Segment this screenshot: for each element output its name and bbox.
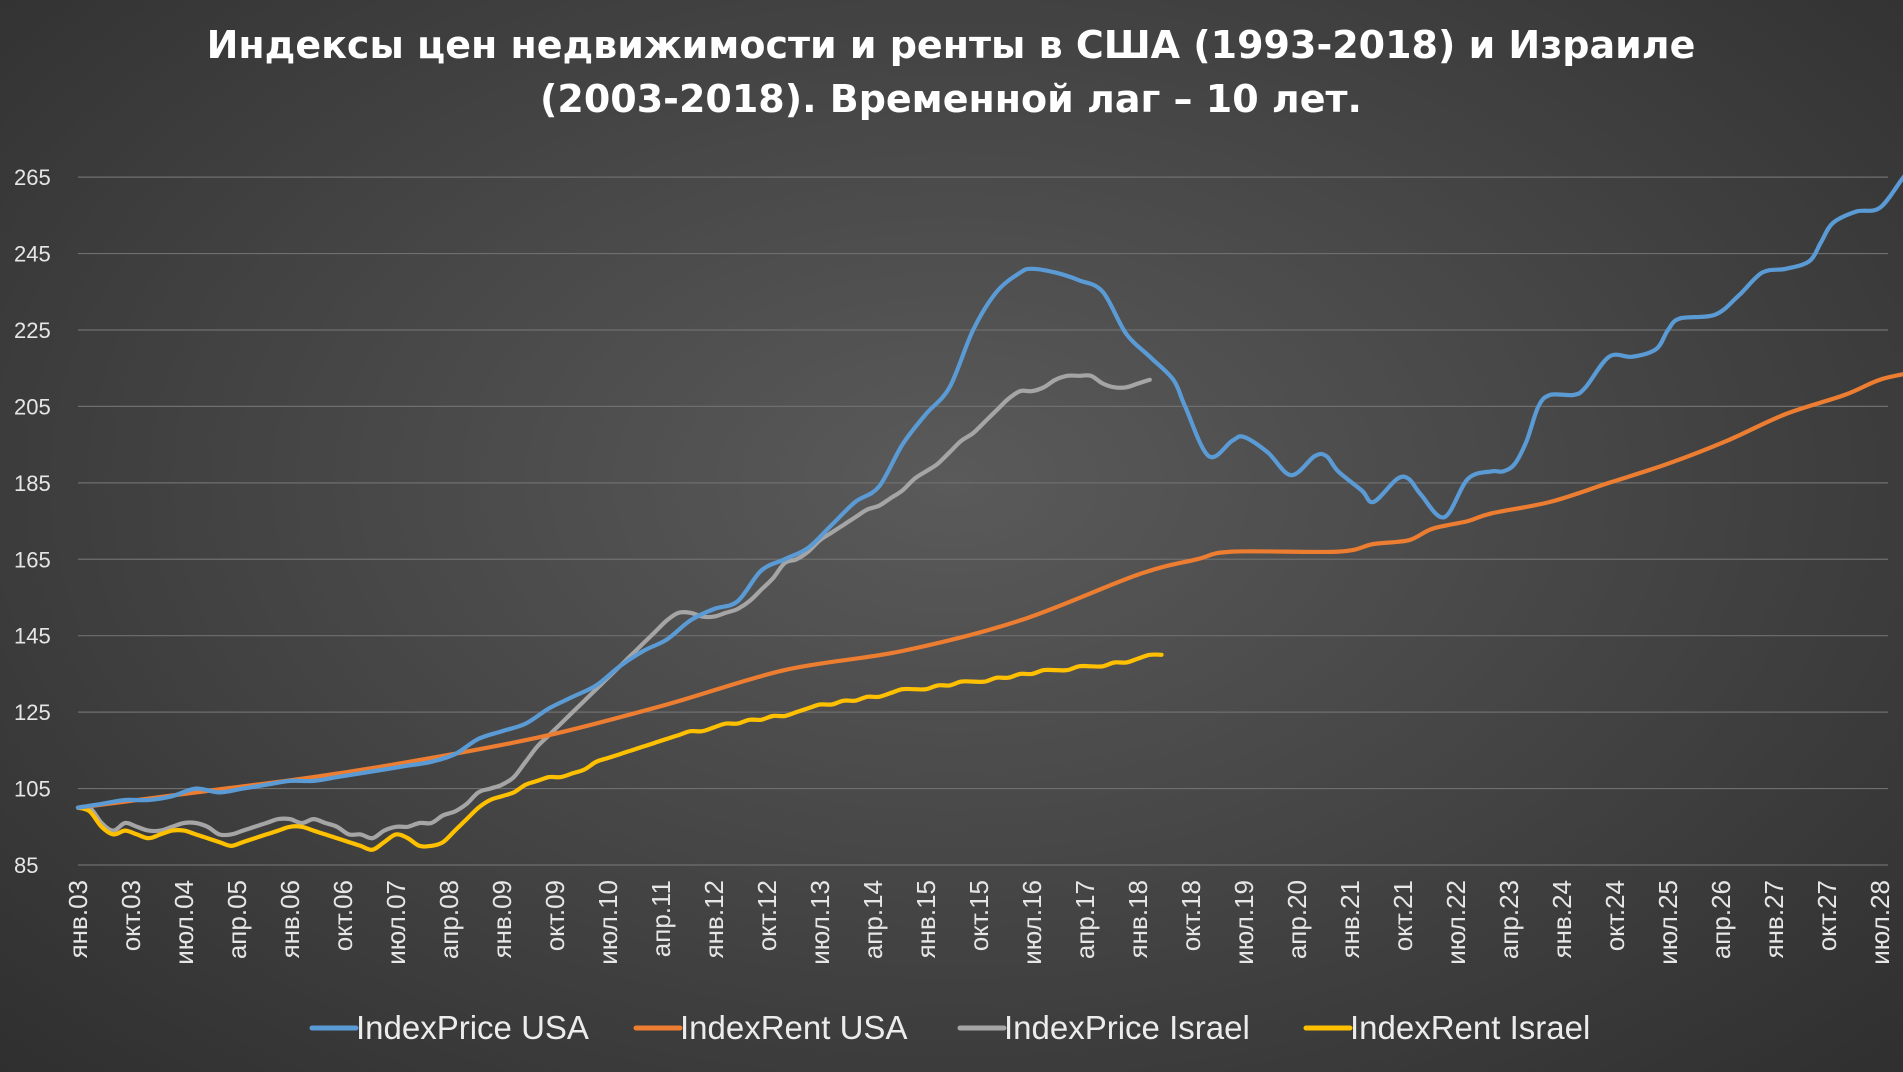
x-tick-label-189: окт.18 <box>1176 880 1206 951</box>
legend-label-indexprice-usa: IndexPrice USA <box>356 1009 589 1046</box>
x-tick-label-81: окт.09 <box>540 880 570 951</box>
x-tick-label-72: янв.09 <box>487 880 517 958</box>
x-tick-label-36: янв.06 <box>275 880 305 958</box>
y-tick-label-165: 165 <box>14 547 51 572</box>
x-tick-label-54: июл.07 <box>381 880 411 965</box>
chart-title-line-1: Индексы цен недвижимости и ренты в США (… <box>207 23 1696 67</box>
x-tick-label-0: янв.03 <box>63 880 93 958</box>
x-tick-label-216: янв.21 <box>1335 880 1365 958</box>
y-tick-label-145: 145 <box>14 624 51 649</box>
y-axis: 85 105 125 145 165 185 205 225 245 265 <box>14 165 51 878</box>
x-tick-label-90: июл.10 <box>593 880 623 965</box>
x-tick-label-225: окт.21 <box>1388 880 1418 951</box>
series-line-indexrent-usa <box>75 372 1903 810</box>
legend-label-indexrent-israel: IndexRent Israel <box>1350 1009 1590 1046</box>
chart-title-line-2: (2003-2018). Временной лаг – 10 лет. <box>540 77 1362 121</box>
legend: IndexPrice USA IndexRent USA IndexPrice Is… <box>309 1009 1590 1046</box>
x-tick-label-27: апр.05 <box>222 880 252 959</box>
chart-title: Индексы цен недвижимости и ренты в США (… <box>207 23 1696 121</box>
x-tick-label-144: янв.15 <box>911 880 941 958</box>
x-tick-label-117: окт.12 <box>752 880 782 951</box>
x-tick-label-234: июл.22 <box>1441 880 1471 965</box>
y-tick-label-125: 125 <box>14 700 51 725</box>
x-tick-label-252: янв.24 <box>1547 880 1577 958</box>
x-tick-label-9: окт.03 <box>116 880 146 951</box>
x-tick-label-270: июл.25 <box>1653 880 1683 965</box>
y-tick-label-265: 265 <box>14 165 51 190</box>
y-tick-label-245: 245 <box>14 242 51 267</box>
x-tick-label-99: апр.11 <box>646 880 676 957</box>
y-tick-label-105: 105 <box>14 777 51 802</box>
y-tick-label-85: 85 <box>14 853 38 878</box>
x-tick-label-45: окт.06 <box>328 880 358 951</box>
x-tick-label-153: окт.15 <box>964 880 994 951</box>
x-tick-label-198: июл.19 <box>1229 880 1259 965</box>
x-tick-label-135: апр.14 <box>858 880 888 959</box>
x-tick-label-297: окт.27 <box>1812 880 1842 951</box>
legend-label-indexrent-usa: IndexRent USA <box>680 1009 907 1046</box>
y-tick-label-225: 225 <box>14 318 51 343</box>
series-lines <box>75 174 1903 852</box>
x-tick-label-180: янв.18 <box>1123 880 1153 958</box>
series-line-indexprice-usa <box>75 174 1903 810</box>
x-tick-label-63: апр.08 <box>434 880 464 959</box>
x-tick-label-261: окт.24 <box>1600 880 1630 951</box>
x-tick-label-279: апр.26 <box>1706 880 1736 959</box>
x-tick-label-171: апр.17 <box>1070 880 1100 959</box>
legend-label-indexprice-israel: IndexPrice Israel <box>1004 1009 1250 1046</box>
x-tick-label-288: янв.27 <box>1759 880 1789 958</box>
x-tick-label-108: янв.12 <box>699 880 729 958</box>
x-tick-label-306: июл.28 <box>1865 880 1895 965</box>
y-tick-label-205: 205 <box>14 394 51 419</box>
x-tick-label-18: июл.04 <box>169 880 199 965</box>
x-axis: янв.03 окт.03 июл.04 апр.05 янв.06 окт.06 июл.… <box>63 880 1895 965</box>
x-tick-label-126: июл.13 <box>805 880 835 965</box>
series-line-indexrent-israel <box>75 652 1164 852</box>
y-tick-label-185: 185 <box>14 471 51 496</box>
x-tick-label-243: апр.23 <box>1494 880 1524 959</box>
x-tick-label-162: июл.16 <box>1017 880 1047 965</box>
series-line-indexprice-israel <box>75 373 1152 841</box>
x-tick-label-207: апр.20 <box>1282 880 1312 959</box>
gridlines <box>78 176 1888 866</box>
